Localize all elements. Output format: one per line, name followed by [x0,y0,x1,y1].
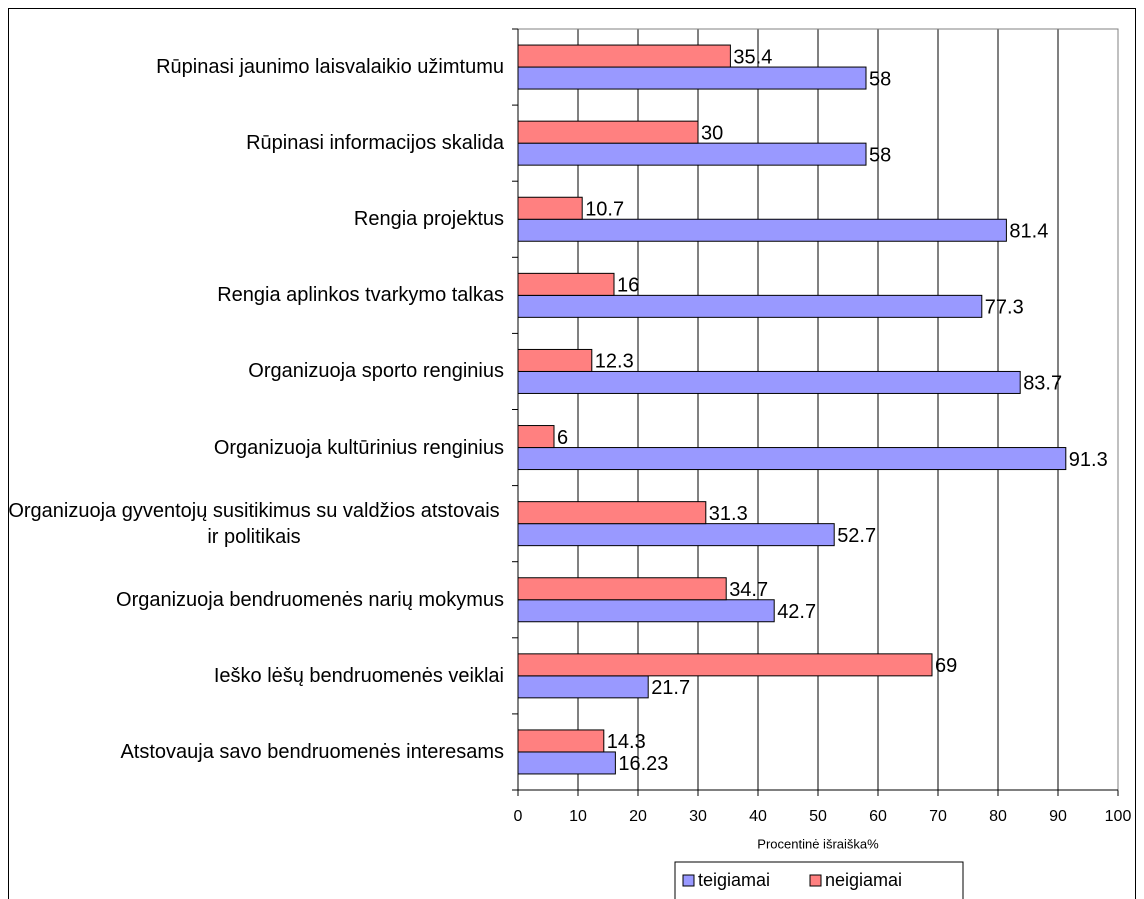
x-tick-label: 60 [869,808,887,825]
bar [517,501,707,525]
value-label: 34.7 [729,579,768,601]
category-label: Organizuoja bendruomenės narių mokymus [4,562,504,638]
x-tick-label: 80 [989,808,1007,825]
bar [517,370,1021,394]
value-label: 83.7 [1023,373,1062,395]
bar [517,675,649,699]
category-text: Rengia aplinkos tvarkymo talkas [217,284,504,307]
legend-label: neigiamai [825,870,902,890]
value-label: 58 [869,68,891,90]
chart-frame [8,8,1136,899]
value-label: 10.7 [585,199,624,221]
category-text: Rengia projektus [353,208,504,231]
value-label: 14.3 [607,731,646,753]
category-label: Rengia aplinkos tvarkymo talkas [4,257,504,333]
x-tick-label: 40 [749,808,767,825]
category-text: Organizuoja gyventojų susitikimus su val… [8,499,500,548]
value-label: 58 [869,144,891,166]
category-label: Organizuoja sporto renginius [4,333,504,409]
value-label: 30 [701,122,723,144]
bar [517,294,983,318]
bar [517,653,933,677]
bar [517,348,593,372]
bar [517,142,867,166]
value-label: 35.4 [733,46,772,68]
x-tick-label: 0 [514,808,523,825]
bar [517,196,583,220]
category-text: Atstovauja savo bendruomenės interesams [120,740,504,763]
category-label: Organizuoja kultūrinius renginius [4,410,504,486]
bar [517,425,555,449]
category-label: Atstovauja savo bendruomenės interesams [4,714,504,790]
bar [517,272,615,296]
bar [517,120,699,144]
bar [517,577,727,601]
bar [517,599,775,623]
value-label: 6 [557,427,568,449]
bar [517,751,616,775]
category-label: Ieško lėšų bendruomenės veiklai [4,638,504,714]
bar [517,729,605,753]
x-tick-label: 50 [809,808,827,825]
value-label: 52.7 [837,525,876,547]
bar [517,218,1007,242]
category-label: Rengia projektus [4,181,504,257]
value-label: 77.3 [985,297,1024,319]
bar [517,44,731,68]
value-label: 16 [617,275,639,297]
x-tick-label: 20 [629,808,647,825]
category-text: Organizuoja kultūrinius renginius [213,436,504,459]
x-axis-title: Procentinė išraiška% [757,836,879,851]
category-label: Rūpinasi jaunimo laisvalaikio užimtumu [4,29,504,105]
category-text: Organizuoja sporto renginius [248,360,504,383]
value-label: 69 [935,655,957,677]
category-text: Organizuoja bendruomenės narių mokymus [116,588,504,611]
category-text: Rūpinasi informacijos skalida [246,132,504,155]
legend-label: teigiamai [698,870,770,890]
category-label: Rūpinasi informacijos skalida [4,105,504,181]
bar [517,66,867,90]
x-tick-label: 10 [569,808,587,825]
bar [517,447,1067,471]
value-label: 16.23 [618,753,668,775]
x-tick-label: 90 [1049,808,1067,825]
bar [517,523,835,547]
x-tick-label: 70 [929,808,947,825]
value-label: 81.4 [1009,221,1048,243]
value-label: 21.7 [651,677,690,699]
x-tick-label: 30 [689,808,707,825]
value-label: 42.7 [777,601,816,623]
legend-swatch [809,874,822,887]
category-label: Organizuoja gyventojų susitikimus su val… [4,486,504,562]
category-text: Ieško lėšų bendruomenės veiklai [213,664,504,687]
legend-swatch [682,874,695,887]
value-label: 12.3 [595,351,634,373]
x-tick-label: 100 [1105,808,1132,825]
value-label: 91.3 [1069,449,1108,471]
value-label: 31.3 [709,503,748,525]
category-text: Rūpinasi jaunimo laisvalaikio užimtumu [156,56,504,79]
